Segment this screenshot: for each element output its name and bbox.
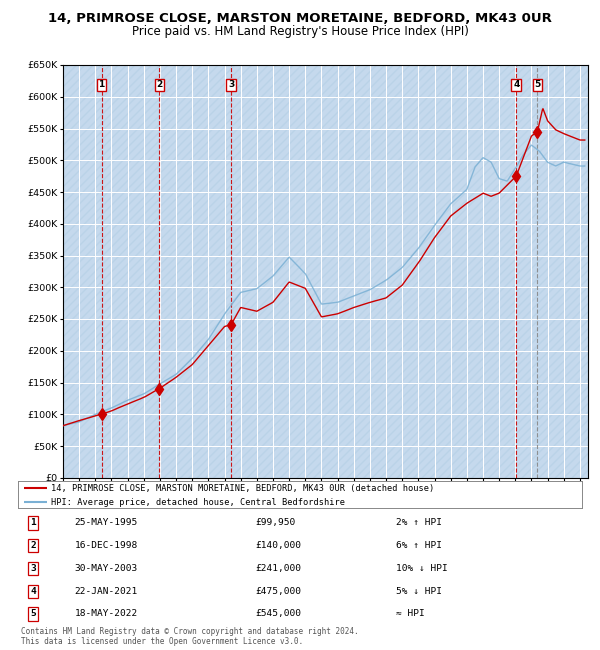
Text: 10% ↓ HPI: 10% ↓ HPI: [396, 564, 448, 573]
Text: 1: 1: [31, 519, 36, 527]
Text: 16-DEC-1998: 16-DEC-1998: [74, 541, 137, 550]
Text: 4: 4: [31, 587, 36, 595]
Text: £140,000: £140,000: [255, 541, 301, 550]
Text: £99,950: £99,950: [255, 519, 295, 527]
Text: 30-MAY-2003: 30-MAY-2003: [74, 564, 137, 573]
Text: 5% ↓ HPI: 5% ↓ HPI: [396, 587, 442, 595]
Text: £241,000: £241,000: [255, 564, 301, 573]
Text: 14, PRIMROSE CLOSE, MARSTON MORETAINE, BEDFORD, MK43 0UR: 14, PRIMROSE CLOSE, MARSTON MORETAINE, B…: [48, 12, 552, 25]
Text: HPI: Average price, detached house, Central Bedfordshire: HPI: Average price, detached house, Cent…: [51, 499, 345, 508]
Text: 5: 5: [535, 81, 541, 89]
Text: 25-MAY-1995: 25-MAY-1995: [74, 519, 137, 527]
Text: 6% ↑ HPI: 6% ↑ HPI: [396, 541, 442, 550]
Text: £545,000: £545,000: [255, 610, 301, 618]
Text: Price paid vs. HM Land Registry's House Price Index (HPI): Price paid vs. HM Land Registry's House …: [131, 25, 469, 38]
Text: 22-JAN-2021: 22-JAN-2021: [74, 587, 137, 595]
Text: 4: 4: [513, 81, 520, 89]
Text: 14, PRIMROSE CLOSE, MARSTON MORETAINE, BEDFORD, MK43 0UR (detached house): 14, PRIMROSE CLOSE, MARSTON MORETAINE, B…: [51, 484, 434, 493]
Text: 3: 3: [31, 564, 36, 573]
Text: ≈ HPI: ≈ HPI: [396, 610, 425, 618]
Text: 2: 2: [31, 541, 36, 550]
Text: Contains HM Land Registry data © Crown copyright and database right 2024.
This d: Contains HM Land Registry data © Crown c…: [21, 627, 359, 646]
Text: 3: 3: [228, 81, 234, 89]
Text: 2: 2: [156, 81, 163, 89]
Text: 1: 1: [98, 81, 105, 89]
Text: £475,000: £475,000: [255, 587, 301, 595]
Text: 5: 5: [31, 610, 36, 618]
Text: 2% ↑ HPI: 2% ↑ HPI: [396, 519, 442, 527]
Text: 18-MAY-2022: 18-MAY-2022: [74, 610, 137, 618]
